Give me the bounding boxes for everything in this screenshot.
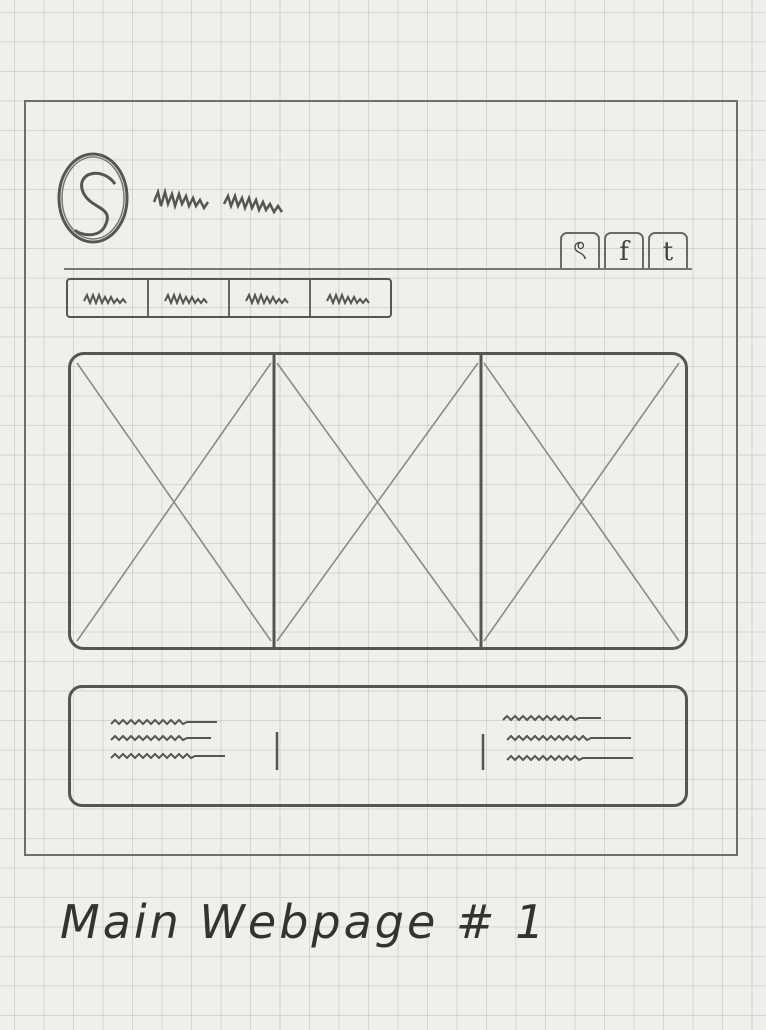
- nav-tab-3[interactable]: [230, 280, 311, 316]
- nav-tab-2[interactable]: [149, 280, 230, 316]
- slider-panels: [76, 355, 680, 647]
- footer-text-right: [502, 714, 633, 762]
- sketch-caption: Main Webpage # 1: [60, 895, 548, 949]
- instagram-button[interactable]: ৎ: [560, 232, 600, 270]
- nav-tab-1[interactable]: [68, 280, 149, 316]
- footer: [68, 685, 688, 807]
- nav-tab-scribble: [163, 292, 208, 305]
- nav-tab-scribble: [244, 292, 289, 305]
- nav-tab-scribble: [82, 292, 127, 305]
- nav-tab-scribble: [325, 292, 370, 305]
- nav-bar: [66, 278, 392, 318]
- footer-text-left: [110, 718, 225, 760]
- facebook-button[interactable]: f: [604, 232, 644, 270]
- page-frame: [24, 100, 738, 856]
- instagram-icon: ৎ: [573, 236, 587, 266]
- header-divider: [64, 268, 692, 270]
- image-placeholder-3: [483, 362, 680, 642]
- nav-tab-4[interactable]: [311, 280, 390, 316]
- twitter-icon: t: [662, 237, 674, 267]
- footer-content: [110, 714, 633, 770]
- twitter-button[interactable]: t: [648, 232, 688, 270]
- site-name-scribble: [152, 187, 284, 215]
- logo-icon: [57, 152, 129, 244]
- image-placeholder-1: [76, 362, 272, 642]
- facebook-icon: f: [619, 237, 629, 267]
- image-placeholder-2: [276, 362, 479, 642]
- image-slider[interactable]: [68, 352, 688, 650]
